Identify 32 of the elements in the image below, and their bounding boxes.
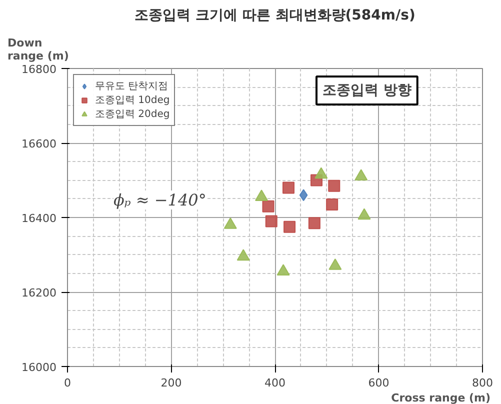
chart-title: 조종입력 크기에 따른 최대변화량(584m/s) [134,8,416,24]
point [265,215,278,228]
x-tick-label: 400 [264,376,286,390]
point [262,200,274,212]
y-tick-label: 16200 [22,286,57,300]
y-tick-label: 16800 [22,63,57,76]
point [299,189,308,202]
x-tick-label: 200 [160,376,182,390]
point [236,249,250,261]
x-axis-title: Cross range (m) [391,392,491,404]
y-tick-label: 16400 [22,212,57,225]
x-tick-label: 600 [368,376,390,390]
point [255,190,268,201]
x-tick-label: 800 [472,376,493,390]
point [282,182,294,194]
y-axis-title: Down range (m) [8,36,69,62]
point [308,217,320,230]
x-tick-label: 0 [64,376,71,390]
point [284,220,296,233]
legend-label: 조종입력 20deg [95,108,170,121]
annotation: 조종입력 방향 [322,82,412,98]
legend-label: 조종입력 10deg [95,94,170,107]
point [224,218,237,229]
point [276,264,290,276]
legend-label: 무유도 탄착지점 [95,80,168,93]
point [328,258,342,270]
y-tick-label: 16600 [22,138,57,150]
point [326,198,338,210]
y-tick-label: 16000 [22,361,57,374]
point [358,208,371,220]
annotation: ϕₚ ≈ −140° [114,190,206,210]
point [328,180,340,192]
